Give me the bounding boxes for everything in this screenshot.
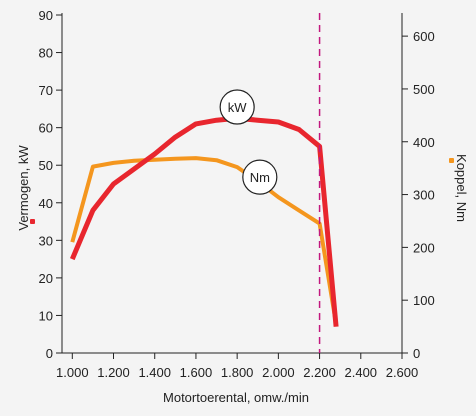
y-axis-left-title: Vermogen, kW (16, 145, 31, 231)
series-label-circle (242, 159, 278, 195)
x-tick-label: 2.600 (386, 365, 419, 380)
series-label-circle (219, 89, 255, 125)
x-tick-label: 1.600 (180, 365, 213, 380)
series-label-text: kW (228, 100, 248, 115)
y-left-tick-label: 30 (39, 233, 53, 248)
y-left-tick-label: 90 (39, 8, 53, 23)
series-line-kw (69, 115, 339, 327)
x-tick-label: 1.800 (221, 365, 254, 380)
y-right-series-marker (449, 158, 454, 163)
series-line-nm (70, 156, 339, 325)
x-tick-label: 1.400 (138, 365, 171, 380)
y-right-tick-label: 0 (413, 346, 420, 361)
x-axis-title: Motortoerental, omw./min (163, 390, 309, 405)
y-right-tick-label: 400 (413, 135, 435, 150)
y-right-tick-label: 100 (413, 293, 435, 308)
y-left-tick-label: 80 (39, 46, 53, 61)
x-tick-label: 2.200 (303, 365, 336, 380)
y-right-tick-label: 300 (413, 188, 435, 203)
x-tick-label: 1.200 (97, 365, 130, 380)
y-left-tick-label: 70 (39, 83, 53, 98)
y-right-tick-label: 500 (413, 82, 435, 97)
y-left-tick-label: 60 (39, 121, 53, 136)
y-axis-right-title: Koppel, Nm (454, 154, 469, 222)
y-left-tick-label: 20 (39, 271, 53, 286)
y-left-tick-label: 10 (39, 308, 53, 323)
y-right-tick-label: 600 (413, 29, 435, 44)
x-tick-label: 2.400 (345, 365, 378, 380)
x-tick-label: 1.000 (56, 365, 89, 380)
y-left-tick-label: 0 (46, 346, 53, 361)
y-right-tick-label: 200 (413, 240, 435, 255)
x-tick-label: 2.000 (262, 365, 295, 380)
y-left-tick-label: 40 (39, 196, 53, 211)
y-left-tick-label: 50 (39, 158, 53, 173)
y-left-series-marker (30, 219, 35, 224)
series-label-text: Nm (250, 170, 270, 185)
